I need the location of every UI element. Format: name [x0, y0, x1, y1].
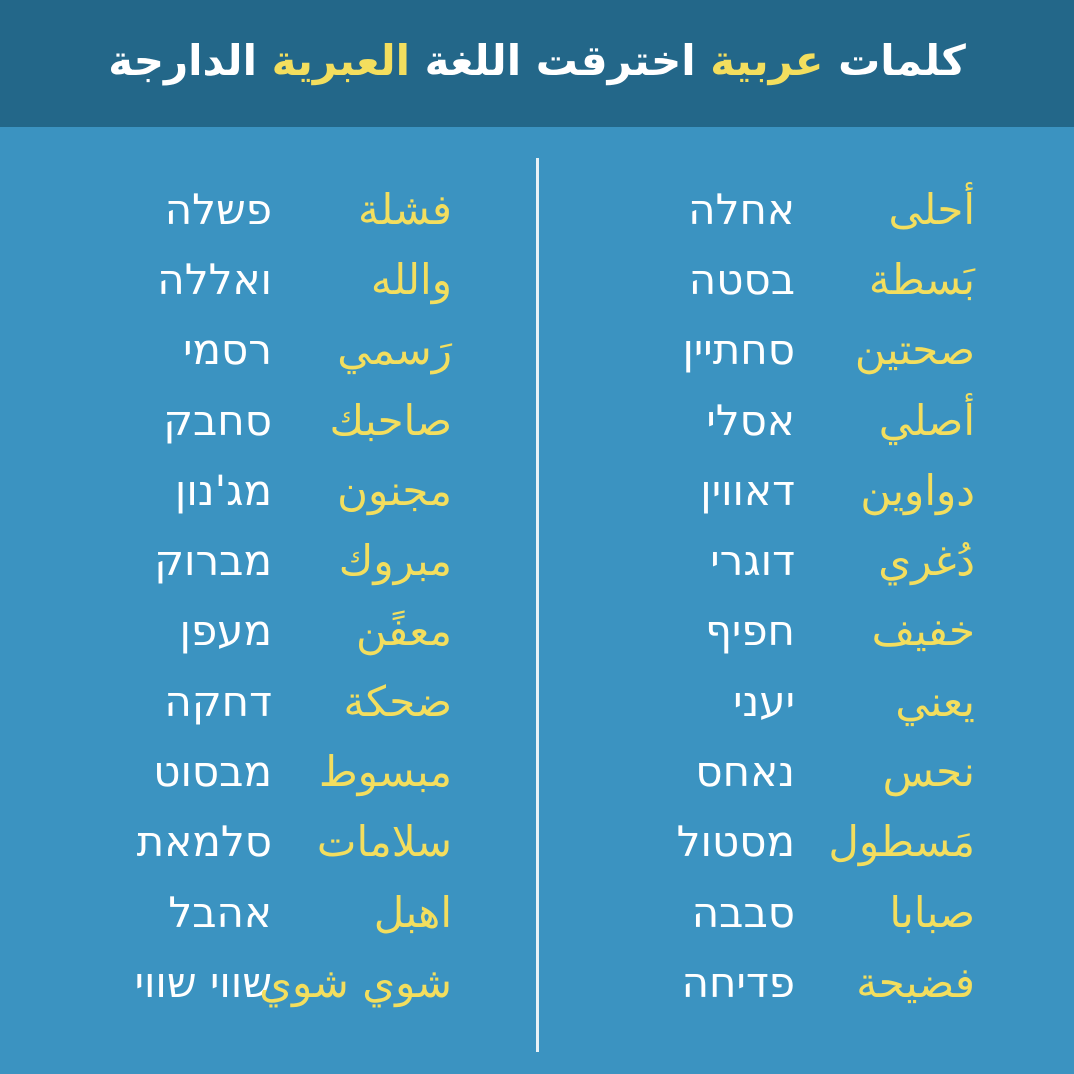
- arabic-word: فضيحة: [856, 957, 975, 1007]
- arabic-word: يعني: [895, 676, 975, 726]
- word-pair-row: אסלי أصلي: [560, 385, 975, 455]
- title-highlight-hebrew: العبرية: [271, 36, 410, 85]
- arabic-word: دواوين: [860, 465, 975, 515]
- hebrew-word: פשלה: [164, 184, 272, 234]
- word-pair-row: מעפן معفًن: [30, 596, 453, 666]
- arabic-word: معفًن: [356, 606, 452, 656]
- word-pair-row: מברוק مبروك: [30, 525, 452, 595]
- hebrew-word: אסלי: [706, 395, 795, 445]
- arabic-word: مبسوط: [318, 747, 452, 797]
- hebrew-word: מסטול: [676, 817, 795, 867]
- word-pair-row: סחבק صاحبك: [30, 385, 452, 455]
- hebrew-word: מעפן: [179, 606, 273, 656]
- arabic-word: مبروك: [338, 536, 452, 586]
- hebrew-word: מג'נון: [174, 465, 272, 515]
- hebrew-word: שווי שווי: [134, 957, 272, 1007]
- arabic-word: خفيف: [871, 606, 975, 656]
- word-pair-row: פשלה فشلة: [30, 174, 452, 244]
- arabic-word: مجنون: [337, 465, 452, 515]
- word-pair-row: דחקה ضحكة: [30, 666, 452, 736]
- hebrew-word: אהבל: [168, 887, 272, 937]
- arabic-word: رَسمي: [337, 325, 452, 375]
- word-pair-row: יעני يعني: [560, 666, 975, 736]
- arabic-word: دُغري: [878, 536, 975, 586]
- hebrew-word: פדיחה: [681, 957, 795, 1007]
- hebrew-word: דחקה: [164, 676, 272, 726]
- word-pair-row: מג'נון مجنون: [30, 455, 452, 525]
- header-banner: كلمات عربية اخترقت اللغة العبرية الدارجة: [0, 0, 1074, 127]
- arabic-word: صاحبك: [329, 395, 453, 445]
- word-pair-row: דאווין دواوين: [560, 455, 975, 525]
- word-pair-row: פדיחה فضيحة: [560, 947, 975, 1017]
- hebrew-word: דאווין: [700, 465, 795, 515]
- title-part-1: كلمات: [823, 36, 966, 85]
- hebrew-word: סחבק: [163, 395, 272, 445]
- word-pair-row: סחתיין صحتين: [560, 315, 975, 385]
- hebrew-word: סבבה: [691, 887, 795, 937]
- arabic-word: سلامات: [316, 817, 452, 867]
- arabic-word: شوي شوي: [259, 957, 452, 1007]
- word-pair-row: אחלה أحلى: [560, 174, 975, 244]
- word-pair-row: דוגרי دُغري: [560, 525, 975, 595]
- word-pair-row: בסטה بَسطة: [560, 244, 975, 314]
- arabic-word: فشلة: [358, 184, 452, 234]
- arabic-word: اهبل: [373, 887, 452, 937]
- arabic-word: نحس: [882, 747, 975, 797]
- hebrew-word: בסטה: [688, 254, 795, 304]
- word-pair-row: מסטול مَسطول: [560, 807, 975, 877]
- hebrew-word: סחתיין: [682, 325, 795, 375]
- word-pair-row: רסמי رَسمي: [30, 315, 452, 385]
- hebrew-word: רסמי: [183, 325, 272, 375]
- page-title: كلمات عربية اخترقت اللغة العبرية الدارجة: [108, 36, 966, 85]
- hebrew-word: מברוק: [154, 536, 272, 586]
- word-pair-row: חפיף خفيف: [560, 596, 975, 666]
- hebrew-word: יעני: [733, 676, 795, 726]
- hebrew-word: אחלה: [688, 184, 795, 234]
- hebrew-word: סלמאת: [136, 817, 272, 867]
- title-part-5: الدارجة: [108, 36, 272, 85]
- arabic-word: بَسطة: [868, 254, 975, 304]
- word-pair-row: מבסוט مبسوط: [30, 736, 452, 806]
- word-pair-row: אהבל اهبل: [30, 877, 452, 947]
- word-pair-row: סלמאת سلامات: [30, 807, 452, 877]
- hebrew-word: דוגרי: [710, 536, 795, 586]
- word-pair-row: נאחס نحس: [560, 736, 975, 806]
- right-word-column: אחלה أحلى בסטה بَسطة סחתיין صحتين אסלי أصلي דאוו…: [560, 174, 975, 1018]
- arabic-word: صبابا: [889, 887, 975, 937]
- arabic-word: والله: [370, 254, 452, 304]
- arabic-word: أصلي: [878, 395, 975, 445]
- left-word-column: פשלה فشلة ואללה والله רסמי رَسمي סחבק صاحبك מג'נ…: [30, 174, 452, 1018]
- hebrew-word: נאחס: [695, 747, 795, 797]
- hebrew-word: מבסוט: [153, 747, 272, 797]
- word-pair-row: סבבה صبابا: [560, 877, 975, 947]
- hebrew-word: חפיף: [705, 606, 795, 656]
- title-part-3: اخترقت اللغة: [409, 36, 711, 85]
- word-pair-row: ואללה والله: [30, 244, 452, 314]
- hebrew-word: ואללה: [157, 254, 272, 304]
- arabic-word: ضحكة: [343, 676, 453, 726]
- arabic-word: صحتين: [854, 325, 975, 375]
- arabic-word: مَسطول: [828, 817, 975, 867]
- word-pair-row: שווי שווי شوي شوي: [30, 947, 452, 1017]
- arabic-word: أحلى: [888, 184, 975, 234]
- column-divider: [536, 158, 539, 1052]
- title-highlight-arabic: عربية: [710, 36, 824, 85]
